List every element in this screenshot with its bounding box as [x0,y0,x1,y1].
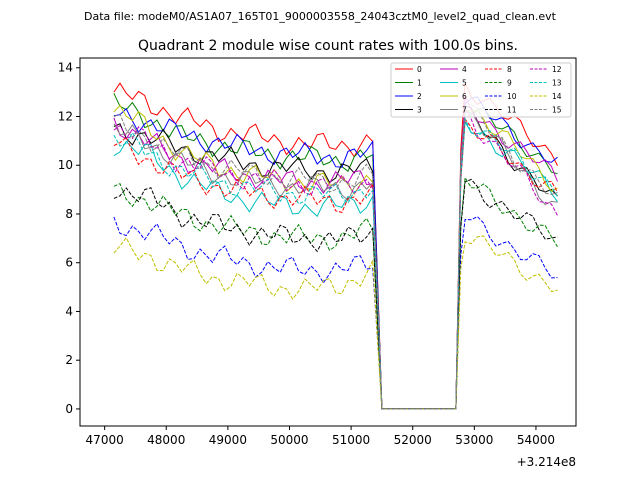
legend-label-9: 9 [507,79,512,88]
legend-label-2: 2 [417,92,422,101]
x-tick-label: 51000 [332,433,370,447]
series-line-1 [113,93,558,410]
legend-label-5: 5 [462,79,467,88]
x-axis: 47000 48000 49000 50000 51000 52000 53000 54000 [86,426,555,447]
legend-label-11: 11 [507,106,517,115]
y-axis: 0 2 4 6 8 10 12 14 [58,61,80,416]
legend-label-6: 6 [462,92,467,101]
plot-frame [79,57,577,427]
legend-label-0: 0 [417,65,422,74]
y-tick-label: 14 [58,61,73,75]
legend-label-7: 7 [462,106,467,115]
legend-label-8: 8 [507,65,512,74]
legend-label-1: 1 [417,79,422,88]
x-tick-label: 47000 [86,433,124,447]
plot-lines [113,82,558,410]
chart-title: Quadrant 2 module wise count rates with … [138,38,518,54]
x-offset-label: +3.214e8 [517,455,576,469]
series-line-9 [113,176,558,410]
series-line-2 [113,96,558,410]
y-tick-label: 6 [65,256,73,270]
x-tick-label: 50000 [270,433,308,447]
x-tick-label: 52000 [394,433,432,447]
series-line-6 [113,104,558,410]
series-line-10 [113,215,558,410]
chart-suptitle: Data file: modeM0/AS1A07_165T01_90000035… [84,10,557,23]
x-tick-label: 53000 [455,433,493,447]
y-tick-label: 0 [65,402,73,416]
legend-label-14: 14 [552,92,562,101]
y-tick-label: 10 [58,158,73,172]
series-line-3 [113,105,558,410]
series-line-13 [113,117,558,410]
legend-box [390,62,572,118]
legend-label-15: 15 [552,106,562,115]
x-tick-label: 54000 [517,433,555,447]
legend-label-10: 10 [507,92,517,101]
legend-label-3: 3 [417,106,422,115]
legend-label-13: 13 [552,79,562,88]
x-tick-label: 48000 [147,433,185,447]
series-line-5 [113,119,558,410]
series-line-15 [113,104,558,410]
series-line-11 [113,178,558,410]
y-tick-label: 4 [65,304,73,318]
x-tick-label: 49000 [209,433,247,447]
legend-label-12: 12 [552,65,562,74]
y-tick-label: 12 [58,109,73,123]
series-line-12 [113,107,558,410]
series-line-8 [113,117,558,410]
y-tick-label: 2 [65,353,73,367]
series-line-14 [113,235,558,410]
y-tick-label: 8 [65,207,73,221]
legend-label-4: 4 [462,65,467,74]
